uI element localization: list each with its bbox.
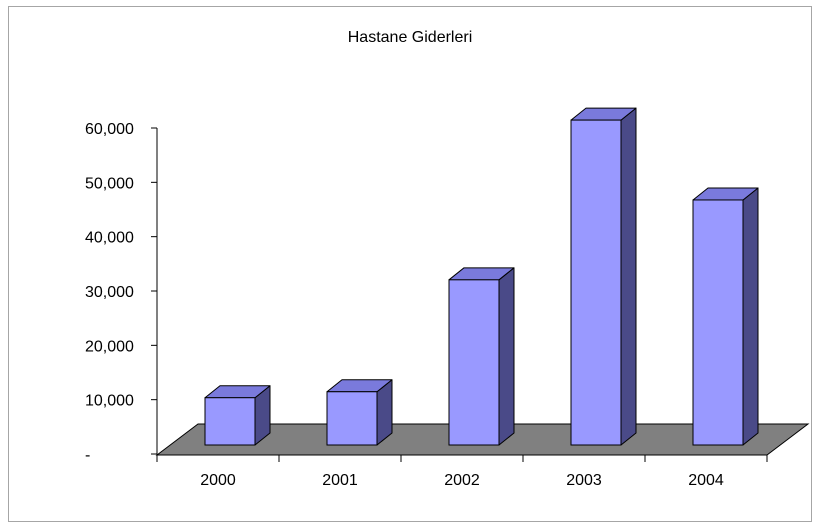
y-axis: - 10,000 20,000 30,000 40,000 50,000 60,000 bbox=[85, 121, 158, 464]
bar-2004 bbox=[692, 187, 759, 446]
x-axis: 2000 2001 2002 2003 2004 bbox=[156, 454, 768, 489]
bar-2002 bbox=[448, 267, 515, 446]
y-tick-label: 40,000 bbox=[85, 230, 134, 247]
bar-2002-front bbox=[448, 279, 500, 446]
bar-2001 bbox=[326, 379, 393, 446]
bar-2003-front bbox=[570, 119, 622, 446]
x-tick-label-2004: 2004 bbox=[688, 472, 724, 489]
y-tick-label: - bbox=[85, 447, 90, 464]
bar-2004-side bbox=[742, 187, 759, 446]
bar-series bbox=[204, 107, 759, 446]
bar-2001-front bbox=[326, 391, 378, 446]
y-tick-label: 50,000 bbox=[85, 175, 134, 192]
bar-2002-side bbox=[498, 267, 515, 446]
y-tick-label: 10,000 bbox=[85, 393, 134, 410]
bar-2000-front bbox=[204, 397, 256, 446]
x-tick-label-2002: 2002 bbox=[444, 472, 480, 489]
x-tick-label-2001: 2001 bbox=[322, 472, 358, 489]
chart-title: Hastane Giderleri bbox=[348, 29, 473, 46]
bar-2004-front bbox=[692, 199, 744, 446]
bar-2003-side bbox=[620, 107, 637, 446]
y-tick-label: 30,000 bbox=[85, 284, 134, 301]
bar-2000 bbox=[204, 385, 271, 446]
bar-2003 bbox=[570, 107, 637, 446]
x-tick-label-2003: 2003 bbox=[566, 472, 602, 489]
x-tick-label-2000: 2000 bbox=[200, 472, 236, 489]
y-tick-label: 20,000 bbox=[85, 338, 134, 355]
y-tick-label: 60,000 bbox=[85, 121, 134, 138]
